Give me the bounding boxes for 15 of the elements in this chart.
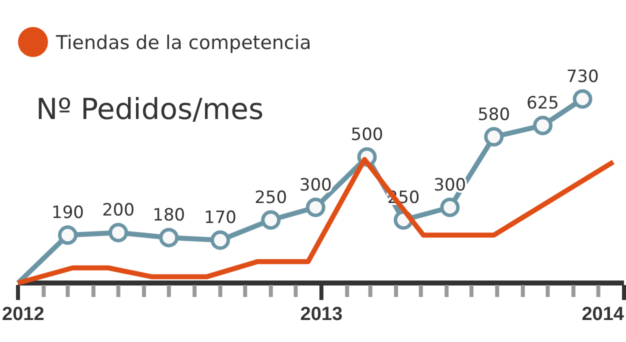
data-label: 190 xyxy=(52,203,84,224)
x-tick-label: 2013 xyxy=(300,304,343,325)
data-label: 500 xyxy=(350,124,384,145)
data-label: 200 xyxy=(102,200,135,221)
data-label: 625 xyxy=(526,93,559,114)
data-label: 300 xyxy=(299,175,332,196)
data-label: 580 xyxy=(478,104,510,125)
x-tick-label: 2012 xyxy=(2,304,44,325)
legend-label: Tiendas de la competencia xyxy=(55,32,312,54)
chart-title: Nº Pedidos/mes xyxy=(36,92,264,126)
data-label: 170 xyxy=(204,208,237,228)
data-label: 180 xyxy=(152,206,186,226)
x-tick-label: 2014 xyxy=(582,304,624,325)
data-label: 250 xyxy=(254,188,288,208)
data-label: 730 xyxy=(566,67,599,87)
